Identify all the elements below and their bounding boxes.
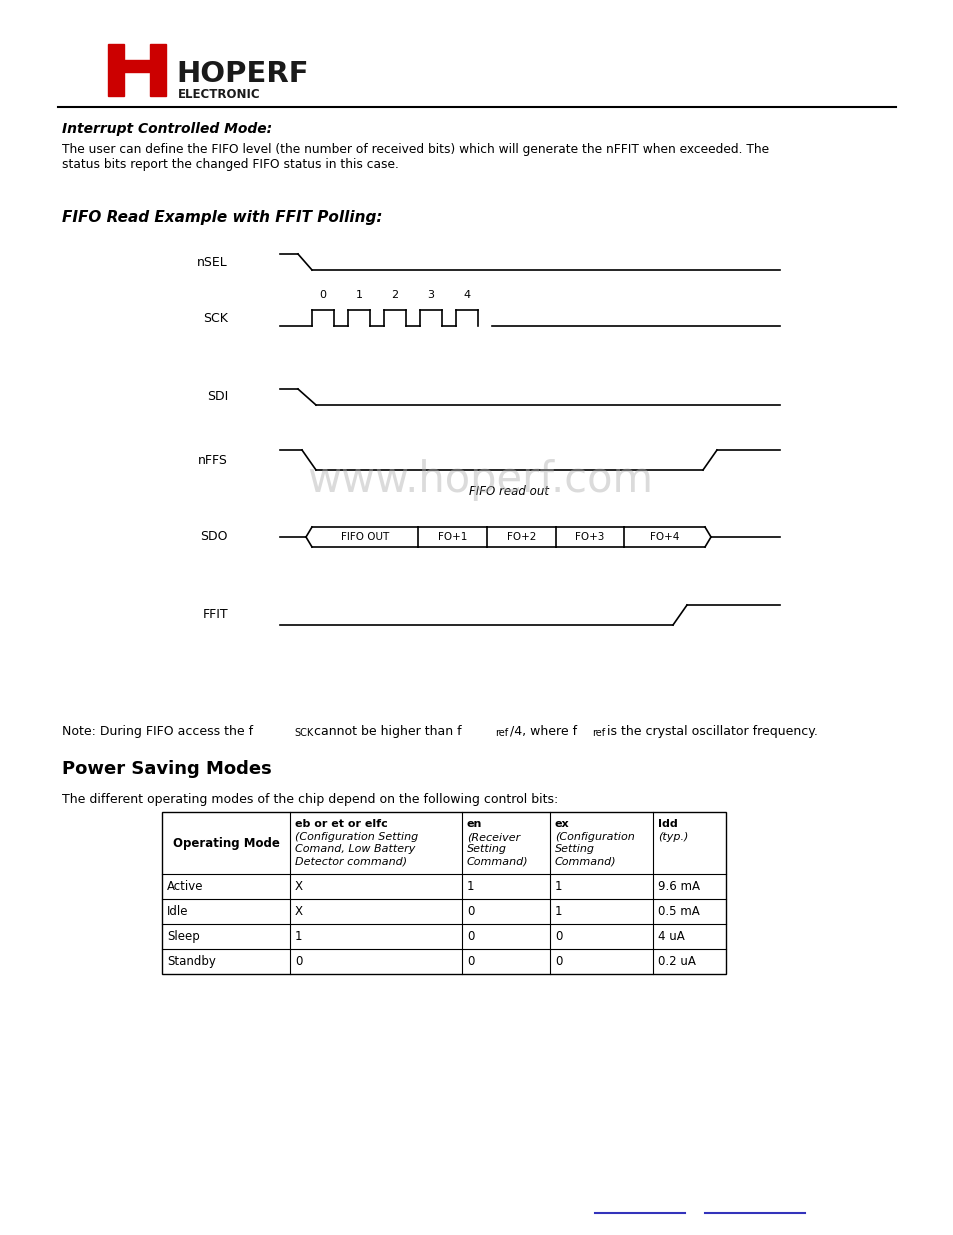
Text: 0: 0 — [555, 930, 561, 944]
Text: 0: 0 — [319, 290, 326, 300]
Text: SCK: SCK — [294, 727, 313, 739]
Text: 1: 1 — [355, 290, 362, 300]
Text: (typ.): (typ.) — [658, 832, 688, 842]
Text: The different operating modes of the chip depend on the following control bits:: The different operating modes of the chi… — [62, 793, 558, 806]
Bar — [108, 44, 124, 96]
Text: FIFO Read Example with FFIT Polling:: FIFO Read Example with FFIT Polling: — [62, 210, 382, 225]
Text: FIFO OUT: FIFO OUT — [340, 532, 389, 542]
Text: 0: 0 — [555, 955, 561, 968]
Text: 0.2 uA: 0.2 uA — [658, 955, 695, 968]
Text: Operating Mode: Operating Mode — [172, 836, 279, 850]
Text: The user can define the FIFO level (the number of received bits) which will gene: The user can define the FIFO level (the … — [62, 143, 768, 156]
Text: ref: ref — [592, 727, 604, 739]
Text: Detector command): Detector command) — [294, 856, 407, 866]
Text: HOPERF: HOPERF — [175, 61, 309, 88]
Text: 1: 1 — [467, 881, 474, 893]
Text: FO+2: FO+2 — [506, 532, 536, 542]
Text: en: en — [467, 819, 482, 829]
Text: (Receiver: (Receiver — [467, 832, 519, 842]
Text: Idle: Idle — [167, 905, 189, 918]
Text: cannot be higher than f: cannot be higher than f — [310, 725, 461, 739]
Text: Power Saving Modes: Power Saving Modes — [62, 760, 272, 778]
Text: (Configuration Setting: (Configuration Setting — [294, 832, 417, 842]
Text: Sleep: Sleep — [167, 930, 199, 944]
Text: status bits report the changed FIFO status in this case.: status bits report the changed FIFO stat… — [62, 158, 398, 170]
Text: 3: 3 — [427, 290, 434, 300]
Text: ref: ref — [495, 727, 508, 739]
Text: Setting: Setting — [555, 844, 595, 853]
Text: nFFS: nFFS — [198, 453, 228, 467]
Text: SCK: SCK — [203, 311, 228, 325]
Text: Standby: Standby — [167, 955, 215, 968]
Text: (Configuration: (Configuration — [555, 832, 634, 842]
Text: 0: 0 — [467, 955, 474, 968]
Text: www.hoperf.com: www.hoperf.com — [307, 459, 652, 501]
Text: FFIT: FFIT — [202, 609, 228, 621]
Text: 1: 1 — [555, 905, 562, 918]
Text: ELECTRONIC: ELECTRONIC — [178, 88, 260, 101]
Text: nSEL: nSEL — [197, 256, 228, 268]
Text: Command): Command) — [555, 856, 616, 866]
Text: Active: Active — [167, 881, 203, 893]
Text: 2: 2 — [391, 290, 398, 300]
Text: 0: 0 — [467, 930, 474, 944]
Bar — [124, 61, 150, 72]
Text: Interrupt Controlled Mode:: Interrupt Controlled Mode: — [62, 122, 272, 136]
Text: Note: During FIFO access the f: Note: During FIFO access the f — [62, 725, 253, 739]
Text: X: X — [294, 881, 303, 893]
Text: Idd: Idd — [658, 819, 677, 829]
Text: FO+4: FO+4 — [649, 532, 679, 542]
Text: SDO: SDO — [200, 531, 228, 543]
Bar — [150, 44, 166, 96]
Text: X: X — [294, 905, 303, 918]
Text: Comand, Low Battery: Comand, Low Battery — [294, 844, 415, 853]
Text: 9.6 mA: 9.6 mA — [658, 881, 700, 893]
Text: 1: 1 — [555, 881, 562, 893]
Text: 0: 0 — [294, 955, 302, 968]
Text: 4: 4 — [463, 290, 470, 300]
Text: /4, where f: /4, where f — [510, 725, 577, 739]
Bar — [162, 811, 725, 974]
Text: is the crystal oscillator frequency.: is the crystal oscillator frequency. — [606, 725, 817, 739]
Text: eb or et or elfc: eb or et or elfc — [294, 819, 387, 829]
Text: Setting: Setting — [467, 844, 506, 853]
Text: SDI: SDI — [207, 390, 228, 404]
Text: 4 uA: 4 uA — [658, 930, 684, 944]
Text: FO+1: FO+1 — [437, 532, 467, 542]
Text: 0: 0 — [467, 905, 474, 918]
Text: Command): Command) — [467, 856, 528, 866]
Text: 1: 1 — [294, 930, 302, 944]
Text: ex: ex — [555, 819, 569, 829]
Text: 0.5 mA: 0.5 mA — [658, 905, 699, 918]
Text: FIFO read out: FIFO read out — [469, 485, 549, 498]
Text: FO+3: FO+3 — [575, 532, 604, 542]
